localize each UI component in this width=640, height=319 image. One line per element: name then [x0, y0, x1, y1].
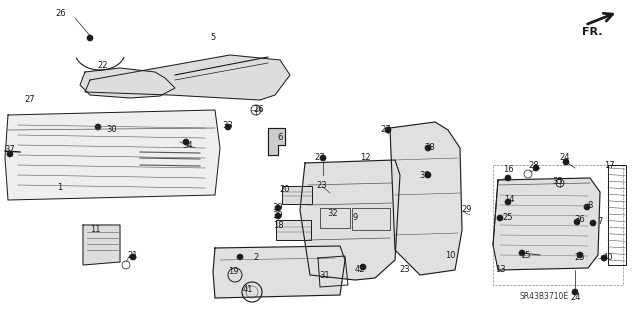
- Circle shape: [572, 289, 578, 295]
- Text: 11: 11: [90, 226, 100, 234]
- Bar: [493, 165, 623, 285]
- Text: 8: 8: [588, 201, 593, 210]
- Text: 23: 23: [400, 265, 410, 275]
- Circle shape: [577, 252, 583, 258]
- Circle shape: [385, 127, 391, 133]
- Text: 12: 12: [360, 153, 371, 162]
- Text: 14: 14: [504, 196, 515, 204]
- Text: 17: 17: [604, 160, 614, 169]
- Circle shape: [275, 213, 281, 219]
- Bar: [320, 208, 350, 228]
- Bar: [608, 165, 626, 265]
- Bar: [276, 220, 311, 240]
- Text: 6: 6: [277, 133, 283, 143]
- Text: 5: 5: [211, 33, 216, 42]
- Text: FR.: FR.: [582, 27, 602, 37]
- Text: 22: 22: [98, 61, 108, 70]
- Circle shape: [533, 165, 539, 171]
- Text: 27: 27: [25, 95, 35, 105]
- Circle shape: [519, 250, 525, 256]
- Text: 32: 32: [328, 209, 339, 218]
- Text: 7: 7: [597, 218, 603, 226]
- Text: 28: 28: [529, 160, 540, 169]
- Circle shape: [584, 204, 590, 210]
- Text: 40: 40: [603, 254, 613, 263]
- Circle shape: [590, 220, 596, 226]
- Text: 37: 37: [4, 145, 15, 154]
- Text: 26: 26: [56, 10, 67, 19]
- Circle shape: [601, 255, 607, 261]
- Text: 36: 36: [575, 216, 586, 225]
- Polygon shape: [80, 68, 175, 98]
- Circle shape: [275, 205, 281, 211]
- Text: SR43B3710E: SR43B3710E: [520, 292, 568, 301]
- Circle shape: [360, 264, 366, 270]
- Polygon shape: [268, 128, 285, 155]
- Circle shape: [563, 159, 569, 165]
- Text: 23: 23: [317, 181, 327, 189]
- Polygon shape: [83, 225, 120, 265]
- Text: 31: 31: [320, 271, 330, 279]
- Text: 24: 24: [560, 153, 570, 162]
- Polygon shape: [85, 55, 290, 100]
- Text: 25: 25: [503, 213, 513, 222]
- Text: 19: 19: [228, 268, 238, 277]
- Text: 33: 33: [223, 122, 234, 130]
- Polygon shape: [390, 122, 462, 275]
- Text: 41: 41: [243, 286, 253, 294]
- Text: 25: 25: [575, 254, 585, 263]
- Circle shape: [320, 155, 326, 161]
- Circle shape: [574, 219, 580, 225]
- Text: 27: 27: [315, 153, 325, 162]
- Text: 42: 42: [355, 265, 365, 275]
- Text: 10: 10: [445, 250, 455, 259]
- Circle shape: [497, 215, 503, 221]
- Text: 30: 30: [107, 125, 117, 135]
- Text: 34: 34: [182, 140, 193, 150]
- Text: 2: 2: [253, 254, 259, 263]
- Circle shape: [225, 124, 231, 130]
- Text: 15: 15: [520, 250, 531, 259]
- Circle shape: [505, 199, 511, 205]
- Text: 24: 24: [571, 293, 581, 302]
- Text: 1: 1: [58, 183, 63, 192]
- Text: 18: 18: [273, 220, 284, 229]
- Text: 38: 38: [424, 144, 435, 152]
- Text: 38: 38: [420, 170, 430, 180]
- Bar: [352, 208, 390, 230]
- Text: 13: 13: [495, 265, 506, 275]
- Circle shape: [130, 254, 136, 260]
- Bar: [282, 186, 312, 204]
- Text: 27: 27: [381, 125, 391, 135]
- Circle shape: [7, 151, 13, 157]
- Circle shape: [95, 124, 101, 130]
- Text: 39: 39: [273, 203, 284, 211]
- Text: 21: 21: [128, 250, 138, 259]
- Polygon shape: [5, 110, 220, 200]
- Circle shape: [505, 175, 511, 181]
- Text: 16: 16: [502, 166, 513, 174]
- Polygon shape: [300, 160, 400, 280]
- Text: 35: 35: [553, 177, 563, 187]
- Text: 20: 20: [280, 186, 291, 195]
- Text: 9: 9: [353, 213, 358, 222]
- Polygon shape: [213, 246, 345, 298]
- Circle shape: [237, 254, 243, 260]
- Text: 39: 39: [273, 211, 284, 219]
- Text: 29: 29: [461, 205, 472, 214]
- Polygon shape: [493, 178, 600, 270]
- Circle shape: [425, 172, 431, 178]
- Text: 26: 26: [253, 106, 264, 115]
- Circle shape: [425, 145, 431, 151]
- Circle shape: [183, 139, 189, 145]
- Circle shape: [87, 35, 93, 41]
